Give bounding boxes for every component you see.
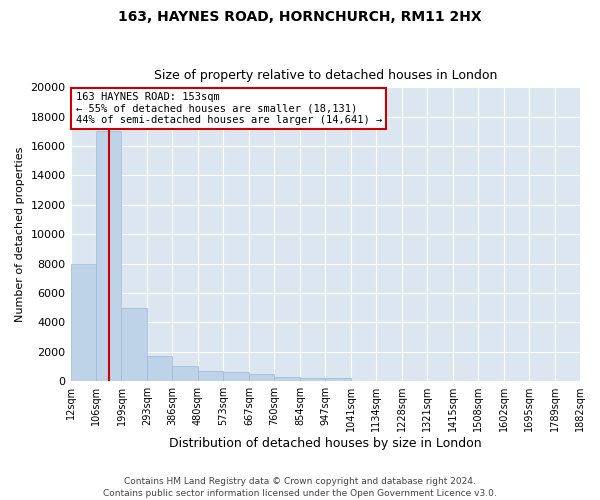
Bar [300,378,325,381]
Bar [71,264,96,381]
Y-axis label: Number of detached properties: Number of detached properties [15,146,25,322]
Text: Contains HM Land Registry data © Crown copyright and database right 2024.
Contai: Contains HM Land Registry data © Crown c… [103,476,497,498]
Text: 163 HAYNES ROAD: 153sqm
← 55% of detached houses are smaller (18,131)
44% of sem: 163 HAYNES ROAD: 153sqm ← 55% of detache… [76,92,382,125]
Bar [249,374,274,381]
Bar [96,132,121,381]
Bar [147,356,172,381]
Bar [198,371,223,381]
Title: Size of property relative to detached houses in London: Size of property relative to detached ho… [154,69,497,82]
Text: 163, HAYNES ROAD, HORNCHURCH, RM11 2HX: 163, HAYNES ROAD, HORNCHURCH, RM11 2HX [118,10,482,24]
X-axis label: Distribution of detached houses by size in London: Distribution of detached houses by size … [169,437,482,450]
Bar [223,372,249,381]
Bar [121,308,147,381]
Bar [325,378,351,381]
Bar [172,366,198,381]
Bar [274,376,300,381]
